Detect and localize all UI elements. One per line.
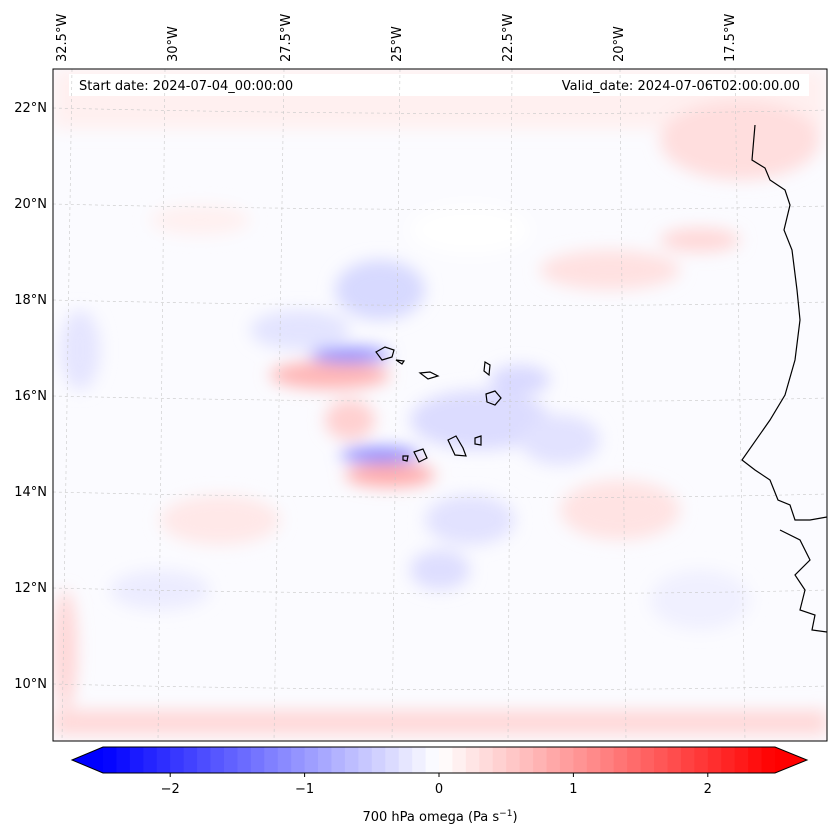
colorbar-cell — [506, 747, 521, 773]
colorbar-cells — [72, 747, 807, 773]
coast-segment — [779, 529, 827, 633]
colorbar-cell — [586, 747, 601, 773]
lon-label: 27.5°W — [279, 14, 294, 62]
colorbar-cell — [519, 747, 534, 773]
colorbar-cell — [533, 747, 548, 773]
colorbar-extend-high — [775, 747, 807, 773]
colorbar-cell — [264, 747, 279, 773]
colorbar: −2 −1 0 1 2 700 hPa omega (Pa s−1) — [70, 746, 809, 825]
colorbar-cell — [680, 747, 695, 773]
island-brava — [402, 455, 409, 462]
colorbar-cell — [277, 747, 292, 773]
colorbar-cell — [546, 747, 561, 773]
island-boa-vista — [485, 390, 502, 406]
colorbar-cell — [116, 747, 131, 773]
colorbar-cell — [129, 747, 144, 773]
start-date-text: Start date: 2024-07-04_00:00:00 — [79, 79, 293, 94]
colorbar-outline — [70, 746, 809, 774]
lon-label: 32.5°W — [55, 14, 70, 62]
longitude-labels: 32.5°W 30°W 27.5°W 25°W 22.5°W 20°W 17.5… — [55, 14, 738, 62]
colorbar-cell — [237, 747, 252, 773]
colorbar-cell — [600, 747, 615, 773]
colorbar-cell — [748, 747, 763, 773]
colorbar-cell — [573, 747, 588, 773]
colorbar-cell — [223, 747, 238, 773]
lat-label: 18°N — [14, 293, 47, 308]
colorbar-cell — [654, 747, 669, 773]
colorbar-label: 700 hPa omega (Pa s−1) — [362, 809, 517, 825]
colorbar-cell — [465, 747, 480, 773]
colorbar-cell — [559, 747, 574, 773]
colorbar-cell — [425, 747, 440, 773]
colorbar-cell — [156, 747, 171, 773]
colorbar-cell — [250, 747, 265, 773]
colorbar-cell — [103, 747, 118, 773]
map-border — [52, 68, 828, 742]
valid-date-text: Valid_date: 2024-07-06T02:00:00.00 — [562, 79, 800, 94]
colorbar-cell — [707, 747, 722, 773]
colorbar-cell — [344, 747, 359, 773]
lat-label: 12°N — [14, 581, 47, 596]
island-santiago — [447, 435, 467, 457]
island-sao-vicente — [395, 359, 406, 365]
lon-label: 25°W — [390, 26, 405, 62]
colorbar-cell — [291, 747, 306, 773]
colorbar-cell — [304, 747, 319, 773]
colorbar-extend-low — [72, 747, 103, 773]
colorbar-tick-label: −2 — [161, 782, 180, 797]
colorbar-cell — [318, 747, 333, 773]
island-sao-nicolau — [418, 371, 440, 380]
colorbar-cell — [398, 747, 413, 773]
colorbar-cell — [331, 747, 346, 773]
lat-label: 10°N — [14, 677, 47, 692]
island-santo-antao — [375, 346, 395, 361]
colorbar-cell — [439, 747, 454, 773]
colorbar-cell — [170, 747, 185, 773]
colorbar-cell — [640, 747, 655, 773]
colorbar-cell — [385, 747, 400, 773]
colorbar-cell — [667, 747, 682, 773]
map-panel: Start date: 2024-07-04_00:00:00 Valid_da… — [53, 69, 827, 741]
colorbar-cell — [371, 747, 386, 773]
colorbar-cell — [734, 747, 749, 773]
colorbar-cell — [694, 747, 709, 773]
omega-field — [53, 69, 827, 735]
colorbar-ticks: −2 −1 0 1 2 — [161, 773, 712, 797]
coastlines — [375, 124, 827, 633]
colorbar-cell — [627, 747, 642, 773]
island-sal — [483, 361, 491, 377]
colorbar-tick-label: 0 — [435, 782, 443, 797]
colorbar-cell — [452, 747, 467, 773]
lon-label: 30°W — [166, 26, 181, 62]
colorbar-cell — [358, 747, 373, 773]
latitude-labels: 22°N 20°N 18°N 16°N 14°N 12°N 10°N — [14, 101, 47, 692]
lat-label: 14°N — [14, 485, 47, 500]
colorbar-cell — [761, 747, 776, 773]
colorbar-tick-label: −1 — [295, 782, 314, 797]
graticule — [53, 69, 827, 741]
colorbar-cell — [412, 747, 427, 773]
colorbar-cell — [721, 747, 736, 773]
colorbar-cell — [197, 747, 212, 773]
africa-coastline — [741, 124, 827, 521]
lon-label: 17.5°W — [723, 14, 738, 62]
lon-label: 20°W — [612, 26, 627, 62]
island-fogo — [413, 448, 428, 463]
colorbar-tick-label: 1 — [569, 782, 577, 797]
colorbar-cell — [210, 747, 225, 773]
colorbar-cell — [183, 747, 198, 773]
lat-label: 22°N — [14, 101, 47, 116]
colorbar-cell — [479, 747, 494, 773]
island-maio — [474, 435, 482, 446]
lat-label: 16°N — [14, 389, 47, 404]
lon-label: 22.5°W — [501, 14, 516, 62]
colorbar-tick-label: 2 — [704, 782, 712, 797]
colorbar-cell — [613, 747, 628, 773]
lat-label: 20°N — [14, 197, 47, 212]
colorbar-cell — [143, 747, 158, 773]
header-box — [69, 74, 809, 96]
colorbar-cell — [492, 747, 507, 773]
